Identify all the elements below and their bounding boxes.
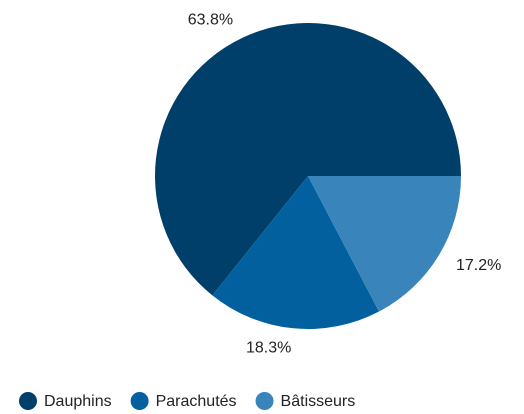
pie-slice [155, 23, 461, 296]
data-label: 18.3% [246, 339, 291, 356]
legend-swatch [255, 392, 274, 410]
data-label: 63.8% [188, 11, 233, 28]
legend-swatch [19, 392, 37, 410]
data-label: 17.2% [456, 257, 501, 274]
legend-label: Parachutés [156, 393, 237, 410]
pie-slice [212, 176, 379, 329]
pie-slice [308, 176, 461, 312]
legend-label: Bâtisseurs [281, 393, 356, 410]
legend-swatch [130, 392, 149, 410]
legend-label: Dauphins [44, 393, 112, 410]
